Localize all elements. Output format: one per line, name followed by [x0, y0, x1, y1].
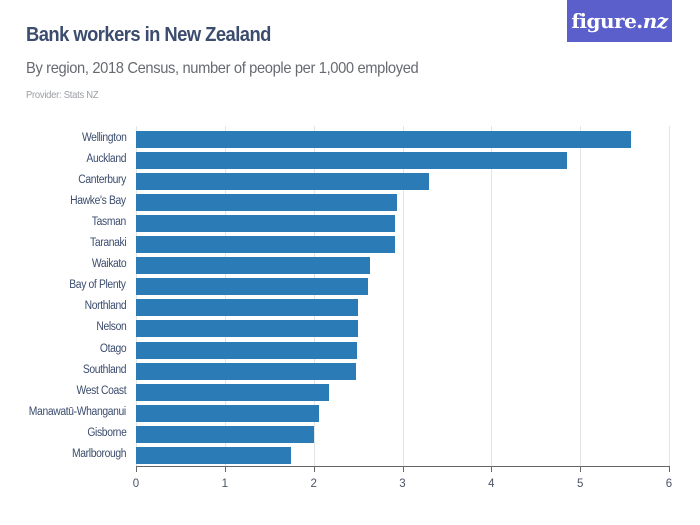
- bar-row: Otago: [0, 341, 700, 360]
- bar[interactable]: [136, 236, 395, 254]
- category-label: Otago: [99, 342, 127, 355]
- figure-nz-logo[interactable]: figure. nz: [567, 0, 672, 42]
- category-label: Waikato: [91, 258, 127, 271]
- gridline: [669, 126, 670, 466]
- bar[interactable]: [136, 194, 398, 212]
- category-label: West Coast: [76, 384, 126, 397]
- bar-row: West Coast: [0, 383, 700, 402]
- bar-row: Manawatū-Whanganui: [0, 404, 700, 423]
- x-axis-line: [136, 466, 670, 467]
- category-label: Hawke's Bay: [70, 195, 126, 208]
- category-label: Canterbury: [78, 174, 126, 187]
- bar[interactable]: [136, 341, 358, 359]
- bar[interactable]: [136, 362, 357, 380]
- gridline: [402, 126, 404, 466]
- bar[interactable]: [136, 173, 430, 191]
- bar-row: Marlborough: [0, 446, 700, 465]
- category-label: Tasman: [91, 216, 126, 229]
- bar-row: Auckland: [0, 152, 700, 170]
- logo-text: figure.: [571, 9, 643, 33]
- category-label: Taranaki: [89, 237, 127, 250]
- bar[interactable]: [136, 278, 368, 296]
- category-label: Wellington: [81, 132, 126, 144]
- bar-row: Northland: [0, 299, 700, 317]
- logo-text-accent: nz: [642, 9, 668, 33]
- bar-row: Nelson: [0, 320, 700, 338]
- bar[interactable]: [136, 320, 359, 338]
- gridline: [580, 126, 582, 466]
- bar[interactable]: [136, 257, 370, 275]
- bar[interactable]: [136, 299, 359, 317]
- category-label: Marlborough: [71, 447, 127, 460]
- bar-row: Wellington: [0, 131, 700, 149]
- gridline: [313, 126, 315, 466]
- bar[interactable]: [136, 131, 631, 148]
- bar[interactable]: [136, 446, 292, 464]
- axis-tick: [313, 466, 315, 472]
- bar-row: Southland: [0, 362, 700, 381]
- bar-row: Tasman: [0, 215, 700, 233]
- x-tick-label: 5: [576, 478, 584, 490]
- x-tick-label: 3: [399, 478, 406, 490]
- x-tick-label: 1: [221, 478, 229, 490]
- category-label: Bay of Plenty: [69, 279, 127, 292]
- bar-row: Hawke's Bay: [0, 194, 700, 212]
- x-tick-label: 0: [132, 478, 140, 490]
- bar[interactable]: [136, 425, 314, 443]
- chart-title: Bank workers in New Zealand: [26, 24, 271, 46]
- bar[interactable]: [136, 152, 567, 170]
- bar[interactable]: [136, 383, 329, 401]
- category-label: Northland: [84, 300, 126, 313]
- category-label: Nelson: [95, 321, 126, 334]
- x-tick-label: 4: [488, 478, 495, 490]
- category-label: Manawatū-Whanganui: [28, 405, 126, 418]
- gridline: [224, 126, 226, 466]
- category-label: Gisborne: [86, 426, 126, 439]
- provider-credit: Provider: Stats NZ: [26, 89, 99, 101]
- bar-row: Bay of Plenty: [0, 278, 700, 296]
- bar-row: Canterbury: [0, 173, 700, 191]
- category-label: Southland: [82, 363, 127, 376]
- bar-row: Waikato: [0, 257, 700, 275]
- bar-row: Gisborne: [0, 425, 700, 444]
- bar[interactable]: [136, 215, 396, 233]
- x-tick-label: 6: [665, 478, 673, 490]
- axis-tick: [491, 466, 493, 472]
- axis-tick: [224, 466, 226, 472]
- gridline: [491, 126, 493, 466]
- axis-tick: [402, 466, 404, 472]
- bar[interactable]: [136, 404, 319, 422]
- bar-row: Taranaki: [0, 236, 700, 254]
- chart-subtitle: By region, 2018 Census, number of people…: [26, 60, 419, 77]
- category-label: Auckland: [86, 153, 126, 166]
- axis-tick: [580, 466, 582, 472]
- axis-tick: [136, 466, 137, 472]
- axis-tick: [669, 466, 670, 472]
- gridline: [136, 126, 137, 466]
- x-tick-label: 2: [310, 478, 317, 490]
